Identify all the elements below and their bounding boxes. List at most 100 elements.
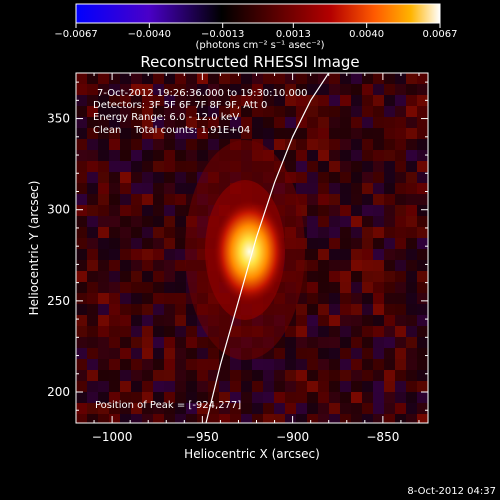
- heatmap-cell: [76, 392, 87, 403]
- heatmap-cell: [76, 238, 87, 249]
- heatmap-cell: [175, 227, 186, 238]
- colorbar: −0.0067 −0.0040 −0.0013 0.0013 0.0040 0.0067 …: [54, 3, 458, 51]
- heatmap-cell: [362, 381, 373, 392]
- heatmap-cell: [208, 150, 219, 161]
- heatmap-cell: [395, 139, 406, 150]
- heatmap-cell: [175, 403, 186, 414]
- heatmap-cell: [329, 403, 340, 414]
- heatmap-cell: [406, 392, 417, 403]
- heatmap-cell: [252, 73, 263, 84]
- heatmap-cell: [384, 249, 395, 260]
- heatmap-cell: [351, 95, 362, 106]
- heatmap-cell: [175, 359, 186, 370]
- heatmap-cell: [274, 84, 285, 95]
- heatmap-cell: [186, 370, 197, 381]
- heatmap-cell: [186, 337, 197, 348]
- heatmap-cell: [384, 150, 395, 161]
- heatmap-cell: [153, 227, 164, 238]
- heatmap-cell: [164, 381, 175, 392]
- heatmap-cell: [164, 205, 175, 216]
- heatmap-cell: [153, 216, 164, 227]
- heatmap-cell: [340, 161, 351, 172]
- heatmap-cell: [406, 194, 417, 205]
- heatmap-cell: [340, 271, 351, 282]
- heatmap-cell: [395, 216, 406, 227]
- heatmap-cell: [340, 315, 351, 326]
- heatmap-cell: [329, 359, 340, 370]
- heatmap-cell: [296, 403, 307, 414]
- heatmap-cell: [307, 315, 318, 326]
- heatmap-cell: [98, 106, 109, 117]
- heatmap-cell: [351, 381, 362, 392]
- heatmap-cell: [87, 106, 98, 117]
- heatmap-cell: [252, 117, 263, 128]
- heatmap-cell: [395, 326, 406, 337]
- heatmap-cell: [76, 370, 87, 381]
- heatmap-cell: [296, 392, 307, 403]
- heatmap-cell: [120, 348, 131, 359]
- heatmap-cell: [406, 271, 417, 282]
- solar-limb-line: [205, 73, 330, 423]
- heatmap-cell: [153, 293, 164, 304]
- heatmap-cell: [373, 359, 384, 370]
- heatmap-cell: [285, 392, 296, 403]
- heatmap-cell: [417, 216, 428, 227]
- heatmap-cell: [98, 139, 109, 150]
- heatmap-cell: [318, 337, 329, 348]
- heatmap-cell: [406, 326, 417, 337]
- heatmap-cell: [307, 359, 318, 370]
- heatmap-cell: [340, 249, 351, 260]
- heatmap-cell: [120, 414, 131, 423]
- heatmap-cell: [252, 128, 263, 139]
- heatmap-cell: [417, 348, 428, 359]
- heatmap-cell: [153, 304, 164, 315]
- heatmap-cell: [318, 293, 329, 304]
- heatmap-cell: [384, 337, 395, 348]
- heatmap-cell: [109, 128, 120, 139]
- heatmap-cell: [362, 161, 373, 172]
- heatmap-cell: [285, 359, 296, 370]
- heatmap-cell: [175, 84, 186, 95]
- heatmap-cell: [373, 106, 384, 117]
- heatmap-cell: [384, 205, 395, 216]
- heatmap-cell: [142, 392, 153, 403]
- heatmap-cell: [109, 205, 120, 216]
- heatmap-cell: [318, 183, 329, 194]
- heatmap-cell: [351, 183, 362, 194]
- heatmap-cell: [98, 271, 109, 282]
- heatmap-cell: [153, 183, 164, 194]
- heatmap-cell: [373, 227, 384, 238]
- heatmap-cell: [362, 282, 373, 293]
- heatmap-cell: [230, 370, 241, 381]
- heatmap-cell: [131, 304, 142, 315]
- heatmap-cell: [131, 227, 142, 238]
- heatmap-cell: [120, 271, 131, 282]
- heatmap-cell: [175, 337, 186, 348]
- heatmap-cell: [307, 414, 318, 423]
- heatmap-cell: [373, 128, 384, 139]
- y-axis-label: Heliocentric Y (arcsec): [27, 181, 41, 316]
- heatmap-cell: [87, 172, 98, 183]
- heatmap-cell: [142, 293, 153, 304]
- heatmap-cell: [120, 194, 131, 205]
- heatmap-cell: [406, 238, 417, 249]
- heatmap-cell: [351, 304, 362, 315]
- heatmap-cell: [340, 84, 351, 95]
- heatmap-cell: [296, 106, 307, 117]
- heatmap-cell: [384, 304, 395, 315]
- heatmap-cell: [351, 370, 362, 381]
- heatmap-cell: [285, 172, 296, 183]
- heatmap-cell: [362, 238, 373, 249]
- heatmap-cell: [329, 282, 340, 293]
- heatmap-cell: [87, 73, 98, 84]
- heatmap-cell: [241, 359, 252, 370]
- heatmap-cell: [164, 293, 175, 304]
- heatmap-cell: [318, 359, 329, 370]
- colorbar-gradient: [75, 3, 441, 24]
- heatmap-cell: [351, 326, 362, 337]
- colorbar-tick-label: −0.0067: [54, 29, 97, 40]
- heatmap-cell: [109, 238, 120, 249]
- heatmap-cell: [142, 161, 153, 172]
- heatmap-cell: [351, 128, 362, 139]
- heatmap-cell: [296, 84, 307, 95]
